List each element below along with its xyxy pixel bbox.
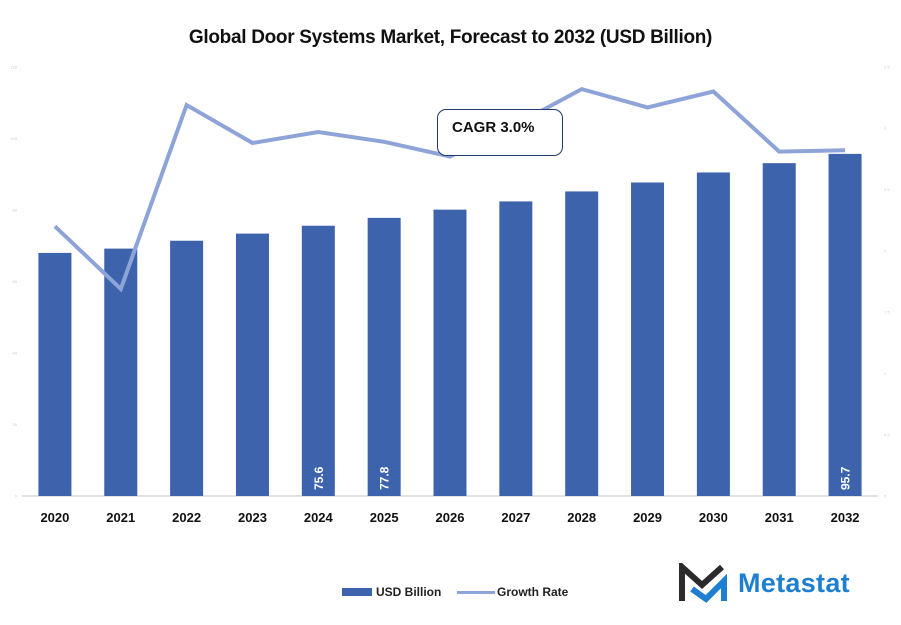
bar-2030 xyxy=(696,172,730,496)
left-axis-tick-label: 20 xyxy=(13,422,18,427)
cagr-annotation-text: CAGR 3.0% xyxy=(452,119,535,136)
bar-series xyxy=(38,153,862,497)
bar-2020 xyxy=(38,252,72,496)
x-tick-label: 2028 xyxy=(567,510,596,525)
left-axis-tick-label: 120 xyxy=(10,65,17,70)
bar-2023 xyxy=(235,233,269,496)
right-axis-tick-label: 3 xyxy=(884,126,887,131)
legend-label-usd-billion: USD Billion xyxy=(376,585,442,599)
legend-label-growth-rate: Growth Rate xyxy=(497,585,569,599)
bar-2028 xyxy=(565,191,599,496)
left-axis-ticks: 0 20 40 60 80 100 120 xyxy=(10,65,17,499)
chart-title: Global Door Systems Market, Forecast to … xyxy=(188,27,713,48)
x-tick-label: 2027 xyxy=(501,510,530,525)
x-tick-label: 2020 xyxy=(40,510,69,525)
left-axis-tick-label: 60 xyxy=(13,279,18,284)
legend-bar-swatch xyxy=(342,588,372,596)
brand-logo: Metastat xyxy=(678,563,850,603)
left-axis-tick-label: 0 xyxy=(15,494,18,499)
legend-line-swatch xyxy=(457,590,495,594)
data-label: 95.7 xyxy=(839,466,853,490)
x-tick-label: 2031 xyxy=(765,510,794,525)
bar-2029 xyxy=(631,182,665,496)
data-label: 77.8 xyxy=(378,466,392,490)
right-axis-tick-label: 2 xyxy=(884,248,887,253)
x-tick-label: 2026 xyxy=(436,510,465,525)
x-tick-label: 2030 xyxy=(699,510,728,525)
right-axis-tick-label: 0 xyxy=(884,494,887,499)
legend-item-growth-rate: Growth Rate xyxy=(457,585,568,599)
x-tick-label: 2032 xyxy=(831,510,860,525)
bar-2026 xyxy=(433,209,467,496)
x-tick-label: 2024 xyxy=(304,510,334,525)
brand-name: Metastat xyxy=(738,567,850,598)
growth-rate-line xyxy=(53,86,846,293)
bar-2022 xyxy=(170,240,204,496)
left-axis-tick-label: 100 xyxy=(10,136,17,141)
bar-2024 xyxy=(301,225,335,497)
bar-2032 xyxy=(828,153,862,496)
x-tick-label: 2022 xyxy=(172,510,201,525)
right-axis-tick-label: 3.5 xyxy=(884,65,890,70)
right-axis-tick-label: 0.5 xyxy=(884,432,890,437)
right-axis-tick-label: 1.5 xyxy=(884,310,890,315)
data-labels: 75.6 77.8 95.7 xyxy=(312,466,853,490)
x-tick-label: 2021 xyxy=(106,510,135,525)
x-tick-label: 2025 xyxy=(370,510,399,525)
right-axis-tick-label: 1 xyxy=(884,371,887,376)
data-label: 75.6 xyxy=(312,466,326,490)
left-axis-tick-label: 40 xyxy=(13,351,18,356)
x-axis-labels: 2020 2021 2022 2023 2024 2025 2026 2027 2028 2029… xyxy=(40,510,859,525)
x-tick-label: 2023 xyxy=(238,510,267,525)
bar-2027 xyxy=(499,201,533,497)
right-axis-tick-label: 2.5 xyxy=(884,187,890,192)
right-axis-ticks: 0 0.5 1 1.5 2 2.5 3 3.5 xyxy=(884,65,890,499)
cagr-annotation-box: CAGR 3.0% xyxy=(437,109,563,156)
metastat-m-icon xyxy=(679,563,727,603)
left-axis-tick-label: 80 xyxy=(13,208,18,213)
bar-2025 xyxy=(367,217,401,497)
legend-item-usd-billion: USD Billion xyxy=(342,585,441,599)
bar-2031 xyxy=(762,163,796,497)
x-tick-label: 2029 xyxy=(633,510,662,525)
